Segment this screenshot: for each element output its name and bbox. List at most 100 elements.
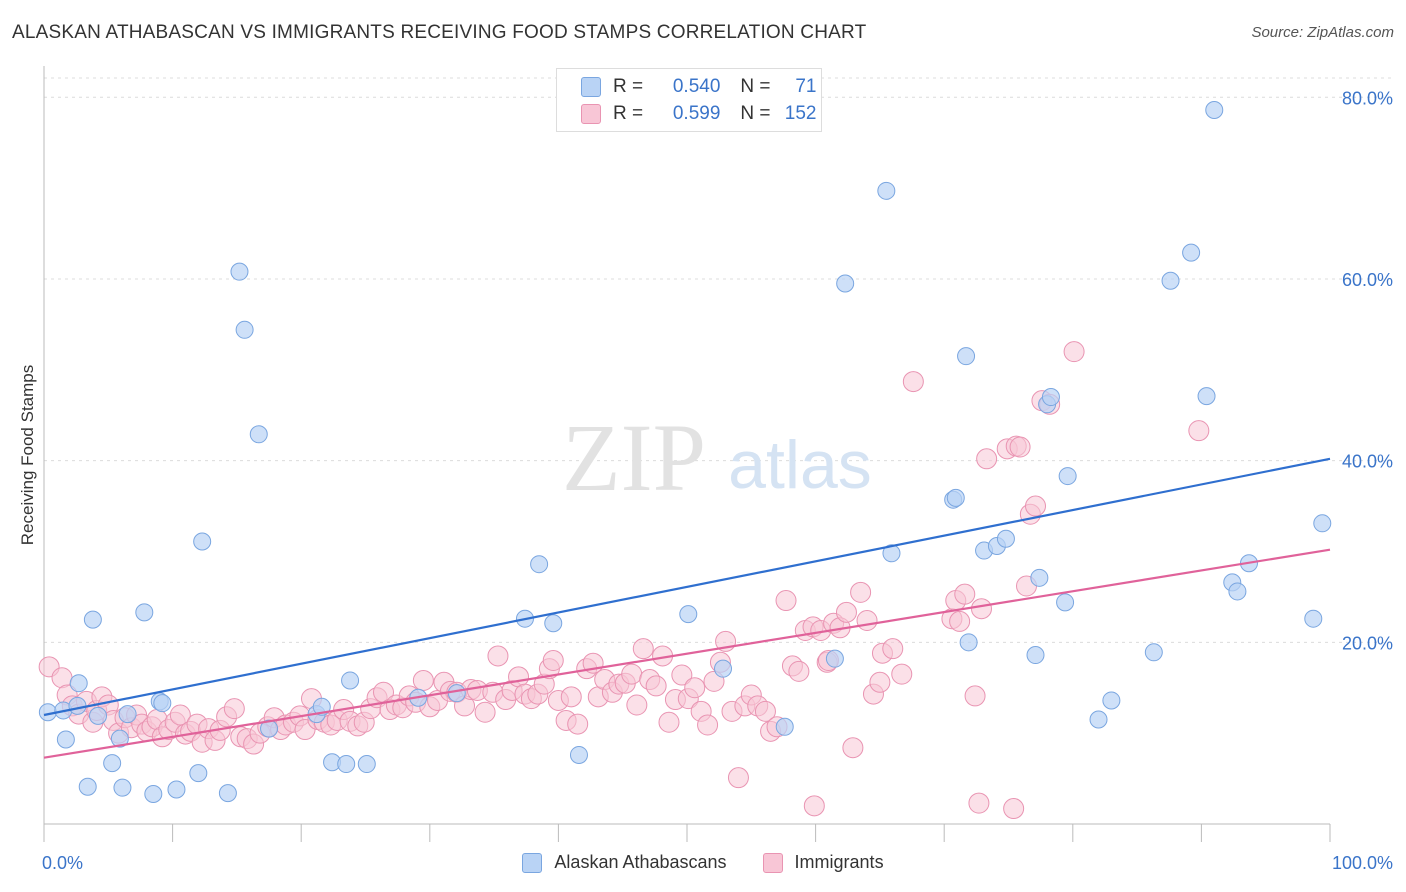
athabascan-point bbox=[69, 674, 88, 693]
immigrants-point bbox=[803, 795, 825, 817]
immigrants-point bbox=[560, 686, 582, 708]
n-value: 71 bbox=[795, 76, 817, 97]
athabascan-point bbox=[447, 684, 466, 703]
immigrants-point bbox=[727, 767, 749, 789]
athabascan-point bbox=[1026, 646, 1045, 665]
immigrants-point bbox=[949, 610, 971, 632]
immigrants-point bbox=[954, 583, 976, 605]
watermark-zip: ZIP bbox=[562, 404, 706, 511]
n-label: N = bbox=[740, 76, 771, 97]
athabascan-point bbox=[775, 717, 794, 736]
athabascan-point bbox=[189, 764, 208, 783]
immigrants-point bbox=[567, 713, 589, 735]
tick-labels: 20.0% 40.0% 60.0% 80.0% 0.0% 100.0% bbox=[42, 88, 1393, 873]
athabascan-point bbox=[544, 614, 563, 633]
athabascan-point bbox=[260, 719, 279, 738]
immigrants-point bbox=[658, 711, 680, 733]
immigrants-point bbox=[684, 677, 706, 699]
immigrants-point bbox=[788, 660, 810, 682]
athabascan-point bbox=[882, 544, 901, 563]
athabascan-point bbox=[877, 181, 896, 200]
immigrants-point bbox=[1025, 495, 1047, 517]
n-label: N = bbox=[740, 103, 771, 124]
r-label: R = bbox=[613, 76, 644, 97]
legend-item-immigrants: Immigrants bbox=[762, 852, 884, 873]
correlation-legend: R = 0.540 N = 71 R = 0.599 N = 152 bbox=[556, 68, 822, 132]
immigrants-point bbox=[835, 601, 857, 623]
legend-swatch-blue bbox=[581, 77, 601, 97]
zipatlas-watermark: ZIP atlas bbox=[562, 404, 872, 511]
immigrants-point bbox=[412, 669, 434, 691]
athabascan-point bbox=[1041, 388, 1060, 407]
legend-item-athabascans: Alaskan Athabascans bbox=[522, 852, 727, 873]
athabascan-point bbox=[1197, 387, 1216, 406]
immigrants-points bbox=[38, 341, 1210, 820]
athabascan-point bbox=[825, 649, 844, 668]
athabascan-point bbox=[569, 745, 588, 764]
athabascan-point bbox=[56, 730, 75, 749]
legend-swatch-pink bbox=[762, 852, 783, 873]
immigrants-point bbox=[850, 581, 872, 603]
immigrants-point bbox=[775, 590, 797, 612]
legend-swatch-blue bbox=[522, 852, 543, 873]
athabascan-point bbox=[357, 755, 376, 774]
immigrants-point bbox=[1003, 798, 1025, 820]
athabascan-point bbox=[135, 603, 154, 622]
athabascan-point bbox=[1161, 271, 1180, 290]
athabascan-point bbox=[337, 755, 356, 774]
athabascan-point bbox=[110, 729, 129, 748]
athabascan-point bbox=[1205, 100, 1224, 119]
immigrants-point bbox=[671, 664, 693, 686]
watermark-atlas: atlas bbox=[728, 427, 872, 503]
legend-label: Immigrants bbox=[794, 852, 884, 872]
immigrants-point bbox=[645, 675, 667, 697]
x-tick-label: 100.0% bbox=[1332, 853, 1393, 873]
immigrants-point bbox=[891, 663, 913, 685]
immigrants-point bbox=[626, 694, 648, 716]
athabascan-point bbox=[679, 605, 698, 624]
athabascan-point bbox=[1182, 243, 1201, 262]
athabascan-point bbox=[1056, 593, 1075, 612]
athabascan-points bbox=[38, 100, 1332, 804]
immigrants-point bbox=[487, 645, 509, 667]
immigrants-point bbox=[223, 698, 245, 720]
athabascan-point bbox=[113, 778, 132, 797]
athabascan-point bbox=[103, 754, 122, 773]
legend-label: Alaskan Athabascans bbox=[554, 852, 727, 872]
legend-row-athabascans: R = 0.540 N = 71 bbox=[581, 75, 817, 99]
athabascan-point bbox=[1058, 467, 1077, 486]
immigrants-trend-line bbox=[43, 548, 1331, 759]
athabascan-point bbox=[1313, 514, 1332, 533]
athabascan-point bbox=[946, 488, 965, 507]
source-credit: Source: ZipAtlas.com bbox=[1251, 24, 1394, 41]
athabascan-point bbox=[218, 784, 237, 803]
athabascan-point bbox=[1030, 568, 1049, 587]
athabascan-point bbox=[235, 320, 254, 339]
immigrants-point bbox=[754, 700, 776, 722]
athabascan-point bbox=[530, 555, 549, 574]
y-tick-label: 40.0% bbox=[1342, 452, 1393, 472]
immigrants-point bbox=[964, 685, 986, 707]
trend-lines bbox=[43, 457, 1331, 759]
immigrants-point bbox=[632, 638, 654, 660]
athabascan-point bbox=[78, 777, 97, 796]
immigrants-point bbox=[1063, 341, 1085, 363]
immigrants-point bbox=[882, 638, 904, 660]
legend-swatch-pink bbox=[581, 104, 601, 124]
athabascan-point bbox=[230, 262, 249, 281]
series-legend: Alaskan Athabascans Immigrants bbox=[0, 852, 1406, 873]
x-tick-label: 0.0% bbox=[42, 853, 83, 873]
athabascan-point bbox=[957, 347, 976, 366]
athabascan-point bbox=[153, 694, 172, 713]
athabascan-point bbox=[118, 705, 137, 724]
immigrants-point bbox=[856, 610, 878, 632]
immigrants-point bbox=[842, 737, 864, 759]
immigrants-point bbox=[970, 598, 992, 620]
athabascan-point bbox=[193, 532, 212, 551]
athabascan-point bbox=[83, 610, 102, 629]
chart-title: ALASKAN ATHABASCAN VS IMMIGRANTS RECEIVI… bbox=[12, 22, 867, 43]
athabascan-point bbox=[1089, 710, 1108, 729]
athabascan-point bbox=[144, 785, 163, 804]
athabascan-point bbox=[1304, 609, 1323, 628]
